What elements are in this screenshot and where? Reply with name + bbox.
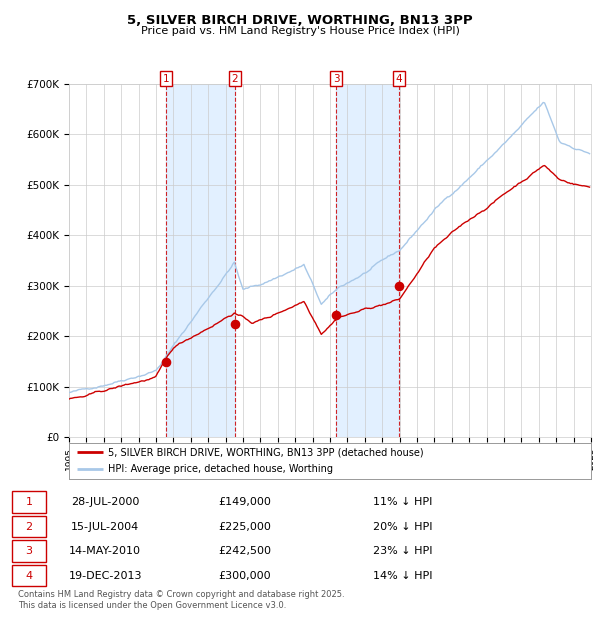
Text: 1: 1 [25,497,32,507]
Text: £149,000: £149,000 [218,497,271,507]
FancyBboxPatch shape [12,491,46,513]
Point [331,310,341,320]
Text: 3: 3 [25,546,32,556]
Text: 4: 4 [25,570,32,581]
FancyBboxPatch shape [12,541,46,562]
Text: 19-DEC-2013: 19-DEC-2013 [68,570,142,581]
Text: 5, SILVER BIRCH DRIVE, WORTHING, BN13 3PP (detached house): 5, SILVER BIRCH DRIVE, WORTHING, BN13 3P… [108,448,424,458]
Text: 20% ↓ HPI: 20% ↓ HPI [373,521,433,531]
Bar [336,84,399,437]
Text: 2: 2 [25,521,32,531]
Text: Price paid vs. HM Land Registry's House Price Index (HPI): Price paid vs. HM Land Registry's House … [140,26,460,36]
Text: £300,000: £300,000 [218,570,271,581]
Text: 1: 1 [163,74,169,84]
Text: £225,000: £225,000 [218,521,271,531]
Text: 11% ↓ HPI: 11% ↓ HPI [373,497,432,507]
Text: 23% ↓ HPI: 23% ↓ HPI [373,546,433,556]
Text: Contains HM Land Registry data © Crown copyright and database right 2025.: Contains HM Land Registry data © Crown c… [18,590,344,600]
FancyBboxPatch shape [12,565,46,587]
Text: 2: 2 [232,74,238,84]
Text: 14-MAY-2010: 14-MAY-2010 [69,546,141,556]
Text: HPI: Average price, detached house, Worthing: HPI: Average price, detached house, Wort… [108,464,333,474]
Text: 15-JUL-2004: 15-JUL-2004 [71,521,139,531]
Text: 14% ↓ HPI: 14% ↓ HPI [373,570,433,581]
Text: £242,500: £242,500 [218,546,271,556]
FancyBboxPatch shape [12,516,46,538]
Text: This data is licensed under the Open Government Licence v3.0.: This data is licensed under the Open Gov… [18,601,286,611]
Point [161,357,171,367]
Text: 3: 3 [333,74,340,84]
Point [230,319,240,329]
Text: 4: 4 [396,74,403,84]
Text: 5, SILVER BIRCH DRIVE, WORTHING, BN13 3PP: 5, SILVER BIRCH DRIVE, WORTHING, BN13 3P… [127,14,473,27]
Text: 28-JUL-2000: 28-JUL-2000 [71,497,139,507]
Bar [166,84,235,437]
Point [394,281,404,291]
